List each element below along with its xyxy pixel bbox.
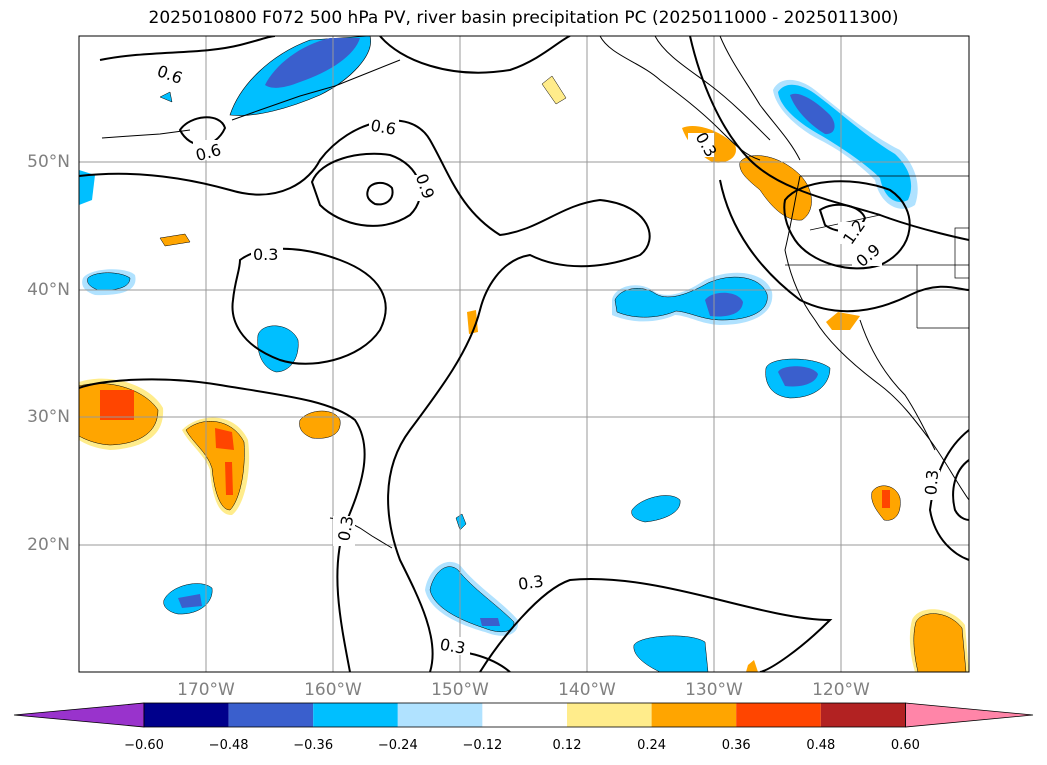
lon-label: 120°W — [812, 680, 870, 700]
contour-label: 0.3 — [253, 245, 278, 264]
contour-label: 0.3 — [334, 514, 357, 542]
colorbar-segment — [820, 703, 906, 727]
lon-label: 140°W — [558, 680, 616, 700]
lat-label: 50°N — [27, 152, 70, 172]
contour-label: 0.3 — [921, 469, 942, 496]
map-background — [79, 36, 969, 672]
colorbar-tick-label: 0.24 — [637, 738, 667, 753]
colorbar-segment — [482, 703, 567, 727]
colorbar-extend-low — [13, 702, 145, 728]
colorbar-segment — [144, 703, 229, 727]
contour-label: 0.3 — [517, 571, 545, 593]
lat-label: 30°N — [27, 407, 70, 427]
colorbar-tick-label: −0.36 — [293, 738, 334, 753]
lon-label: 130°W — [685, 680, 743, 700]
contour-label: 0.6 — [369, 116, 397, 139]
gridlines — [79, 36, 969, 672]
colorbar-tick-label: −0.48 — [208, 738, 249, 753]
colorbar — [13, 702, 1034, 728]
colorbar-tick-label: −0.24 — [377, 738, 418, 753]
colorbar-segment — [736, 703, 821, 727]
lon-label: 150°W — [431, 680, 489, 700]
colorbar-segment — [397, 703, 483, 727]
coastlines — [101, 36, 969, 549]
lat-label: 20°N — [27, 535, 70, 555]
pv-contours — [79, 36, 969, 672]
contour-labels: 0.6 0.6 0.6 0.9 0.3 0.3 1.2 0.9 0.3 0.3 … — [155, 61, 943, 658]
colorbar-tick-label: 0.48 — [806, 738, 836, 753]
colorbar-tick-label: 0.36 — [721, 738, 751, 753]
colorbar-tick-label: 0.12 — [552, 738, 582, 753]
colorbar-segment — [313, 703, 398, 727]
map-frame — [78, 35, 970, 673]
colorbar-tick-label: −0.12 — [462, 738, 503, 753]
colorbar-tick-label: −0.60 — [124, 738, 164, 753]
colorbar-extend-high — [905, 702, 1034, 728]
lon-label: 160°W — [304, 680, 362, 700]
contour-label: 0.3 — [438, 635, 466, 658]
precip-fields — [79, 36, 969, 672]
lon-label: 170°W — [177, 680, 235, 700]
colorbar-segment — [567, 703, 652, 727]
colorbar-segment — [228, 703, 314, 727]
colorbar-tick-label: 0.60 — [890, 738, 920, 753]
colorbar-frame — [143, 702, 906, 728]
lat-label: 40°N — [27, 280, 70, 300]
map-title: 2025010800 F072 500 hPa PV, river basin … — [148, 8, 899, 28]
colorbar-segment — [651, 703, 737, 727]
